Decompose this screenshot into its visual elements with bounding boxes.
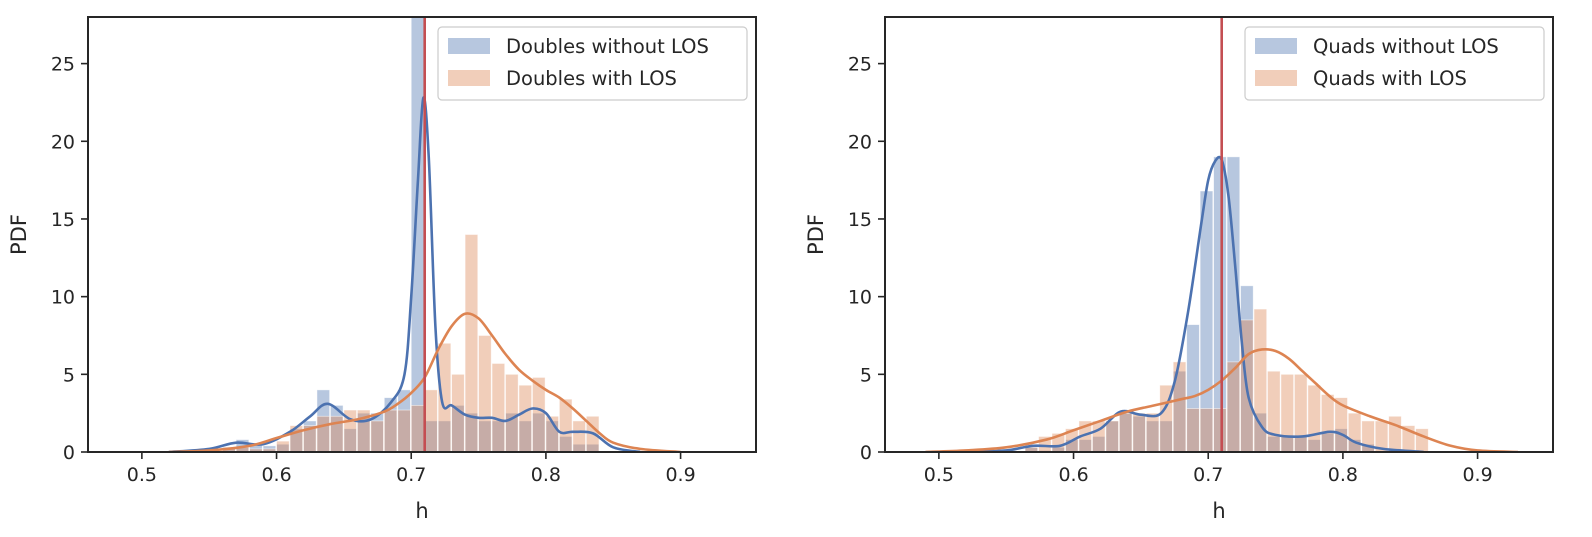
x-tick-label: 0.8 bbox=[531, 464, 561, 486]
kde-curve-orange bbox=[168, 312, 681, 452]
x-tick-label: 0.7 bbox=[1193, 464, 1223, 486]
y-tick-label: 0 bbox=[63, 442, 75, 464]
y-tick-label: 25 bbox=[848, 54, 872, 76]
hist-bar-orange bbox=[478, 335, 492, 452]
legend-swatch-orange bbox=[448, 70, 490, 86]
hist-bar-orange bbox=[397, 409, 411, 452]
x-tick-label: 0.6 bbox=[261, 464, 291, 486]
y-tick-label: 10 bbox=[848, 287, 872, 309]
hist-bar-orange bbox=[424, 389, 438, 452]
x-tick-label: 0.9 bbox=[1462, 464, 1492, 486]
hist-bar-orange bbox=[1334, 397, 1348, 452]
x-tick-label: 0.9 bbox=[665, 464, 695, 486]
y-tick-label: 20 bbox=[848, 131, 872, 153]
legend-swatch-blue bbox=[448, 38, 490, 54]
y-tick-label: 5 bbox=[63, 364, 75, 386]
kde-curve-blue bbox=[168, 96, 641, 452]
hist-bar-orange bbox=[1105, 420, 1119, 452]
legend-label: Quads without LOS bbox=[1313, 35, 1499, 58]
x-tick-label: 0.7 bbox=[396, 464, 426, 486]
hist-bar-orange bbox=[1320, 394, 1335, 452]
y-tick-label: 15 bbox=[848, 209, 872, 231]
legend-label: Doubles with LOS bbox=[506, 67, 677, 90]
hist-bar-orange bbox=[1415, 428, 1429, 452]
plot-area bbox=[168, 17, 681, 452]
legend: Quads without LOS Quads with LOS bbox=[1244, 26, 1545, 101]
hist-bar-orange bbox=[262, 448, 277, 452]
kde-curve-orange bbox=[925, 347, 1519, 452]
hist-bar-orange bbox=[1294, 373, 1308, 452]
hist-bar-orange bbox=[437, 342, 452, 452]
axes-frame bbox=[884, 16, 1554, 453]
hist-bar-orange bbox=[1199, 408, 1214, 452]
hist-bar-orange bbox=[1280, 373, 1295, 452]
y-tick-label: 15 bbox=[51, 209, 75, 231]
hist-bar-orange bbox=[1267, 370, 1281, 452]
kde-curve-blue bbox=[965, 155, 1424, 452]
hist-bar-orange bbox=[1213, 408, 1227, 452]
hist-bar-orange bbox=[249, 448, 263, 452]
hist-bar-orange bbox=[572, 420, 586, 452]
y-tick-label: 5 bbox=[860, 364, 872, 386]
hist-bar-orange bbox=[1347, 412, 1362, 452]
hist-bar-orange bbox=[1186, 408, 1200, 452]
legend-box bbox=[437, 26, 748, 101]
x-tick-label: 0.8 bbox=[1328, 464, 1358, 486]
legend-swatch-orange bbox=[1255, 70, 1297, 86]
hist-bar-orange bbox=[1132, 412, 1146, 452]
x-tick-label: 0.5 bbox=[127, 464, 157, 486]
legend-swatch-blue bbox=[1255, 38, 1297, 54]
y-tick-label: 20 bbox=[51, 131, 75, 153]
hist-bar-orange bbox=[505, 373, 519, 452]
hist-bar-orange bbox=[410, 404, 425, 452]
y-tick-label: 10 bbox=[51, 287, 75, 309]
hist-bar-orange bbox=[518, 384, 533, 452]
y-axis-label: PDF bbox=[804, 214, 828, 255]
x-axis-label: h bbox=[1212, 499, 1225, 523]
x-axis-label: h bbox=[415, 499, 428, 523]
hist-bar-orange bbox=[316, 415, 331, 452]
y-axis-label: PDF bbox=[7, 214, 31, 255]
hist-bar-orange bbox=[370, 420, 384, 452]
hist-bar-orange bbox=[1226, 361, 1241, 452]
hist-bar-orange bbox=[1145, 412, 1160, 452]
hist-bar-orange bbox=[276, 440, 290, 452]
legend: Doubles without LOS Doubles with LOS bbox=[437, 26, 748, 101]
hist-bar-orange bbox=[1388, 415, 1402, 452]
hist-bar-orange bbox=[1253, 308, 1268, 452]
hist-bar-orange bbox=[491, 363, 506, 452]
chart-panel-quads: 0.5 0.6 0.7 0.8 0.9 0 5 10 15 20 25 h PDF Quads witho… bbox=[804, 16, 1554, 523]
axes-frame bbox=[87, 16, 757, 453]
legend-box bbox=[1244, 26, 1545, 101]
chart-panel-doubles: 0.5 0.6 0.7 0.8 0.9 0 5 10 15 20 25 h PDF Doubles wit… bbox=[7, 16, 757, 523]
legend-label: Doubles without LOS bbox=[506, 35, 709, 58]
hist-bar-orange bbox=[1118, 412, 1133, 452]
y-tick-label: 25 bbox=[51, 54, 75, 76]
hist-bar-blue bbox=[1213, 156, 1227, 452]
y-tick-label: 0 bbox=[860, 442, 872, 464]
legend-label: Quads with LOS bbox=[1313, 67, 1467, 90]
x-tick-label: 0.5 bbox=[924, 464, 954, 486]
hist-bar-orange bbox=[464, 234, 479, 452]
hist-bar-orange bbox=[383, 409, 398, 452]
x-tick-label: 0.6 bbox=[1058, 464, 1088, 486]
hist-bar-orange bbox=[1307, 384, 1321, 452]
